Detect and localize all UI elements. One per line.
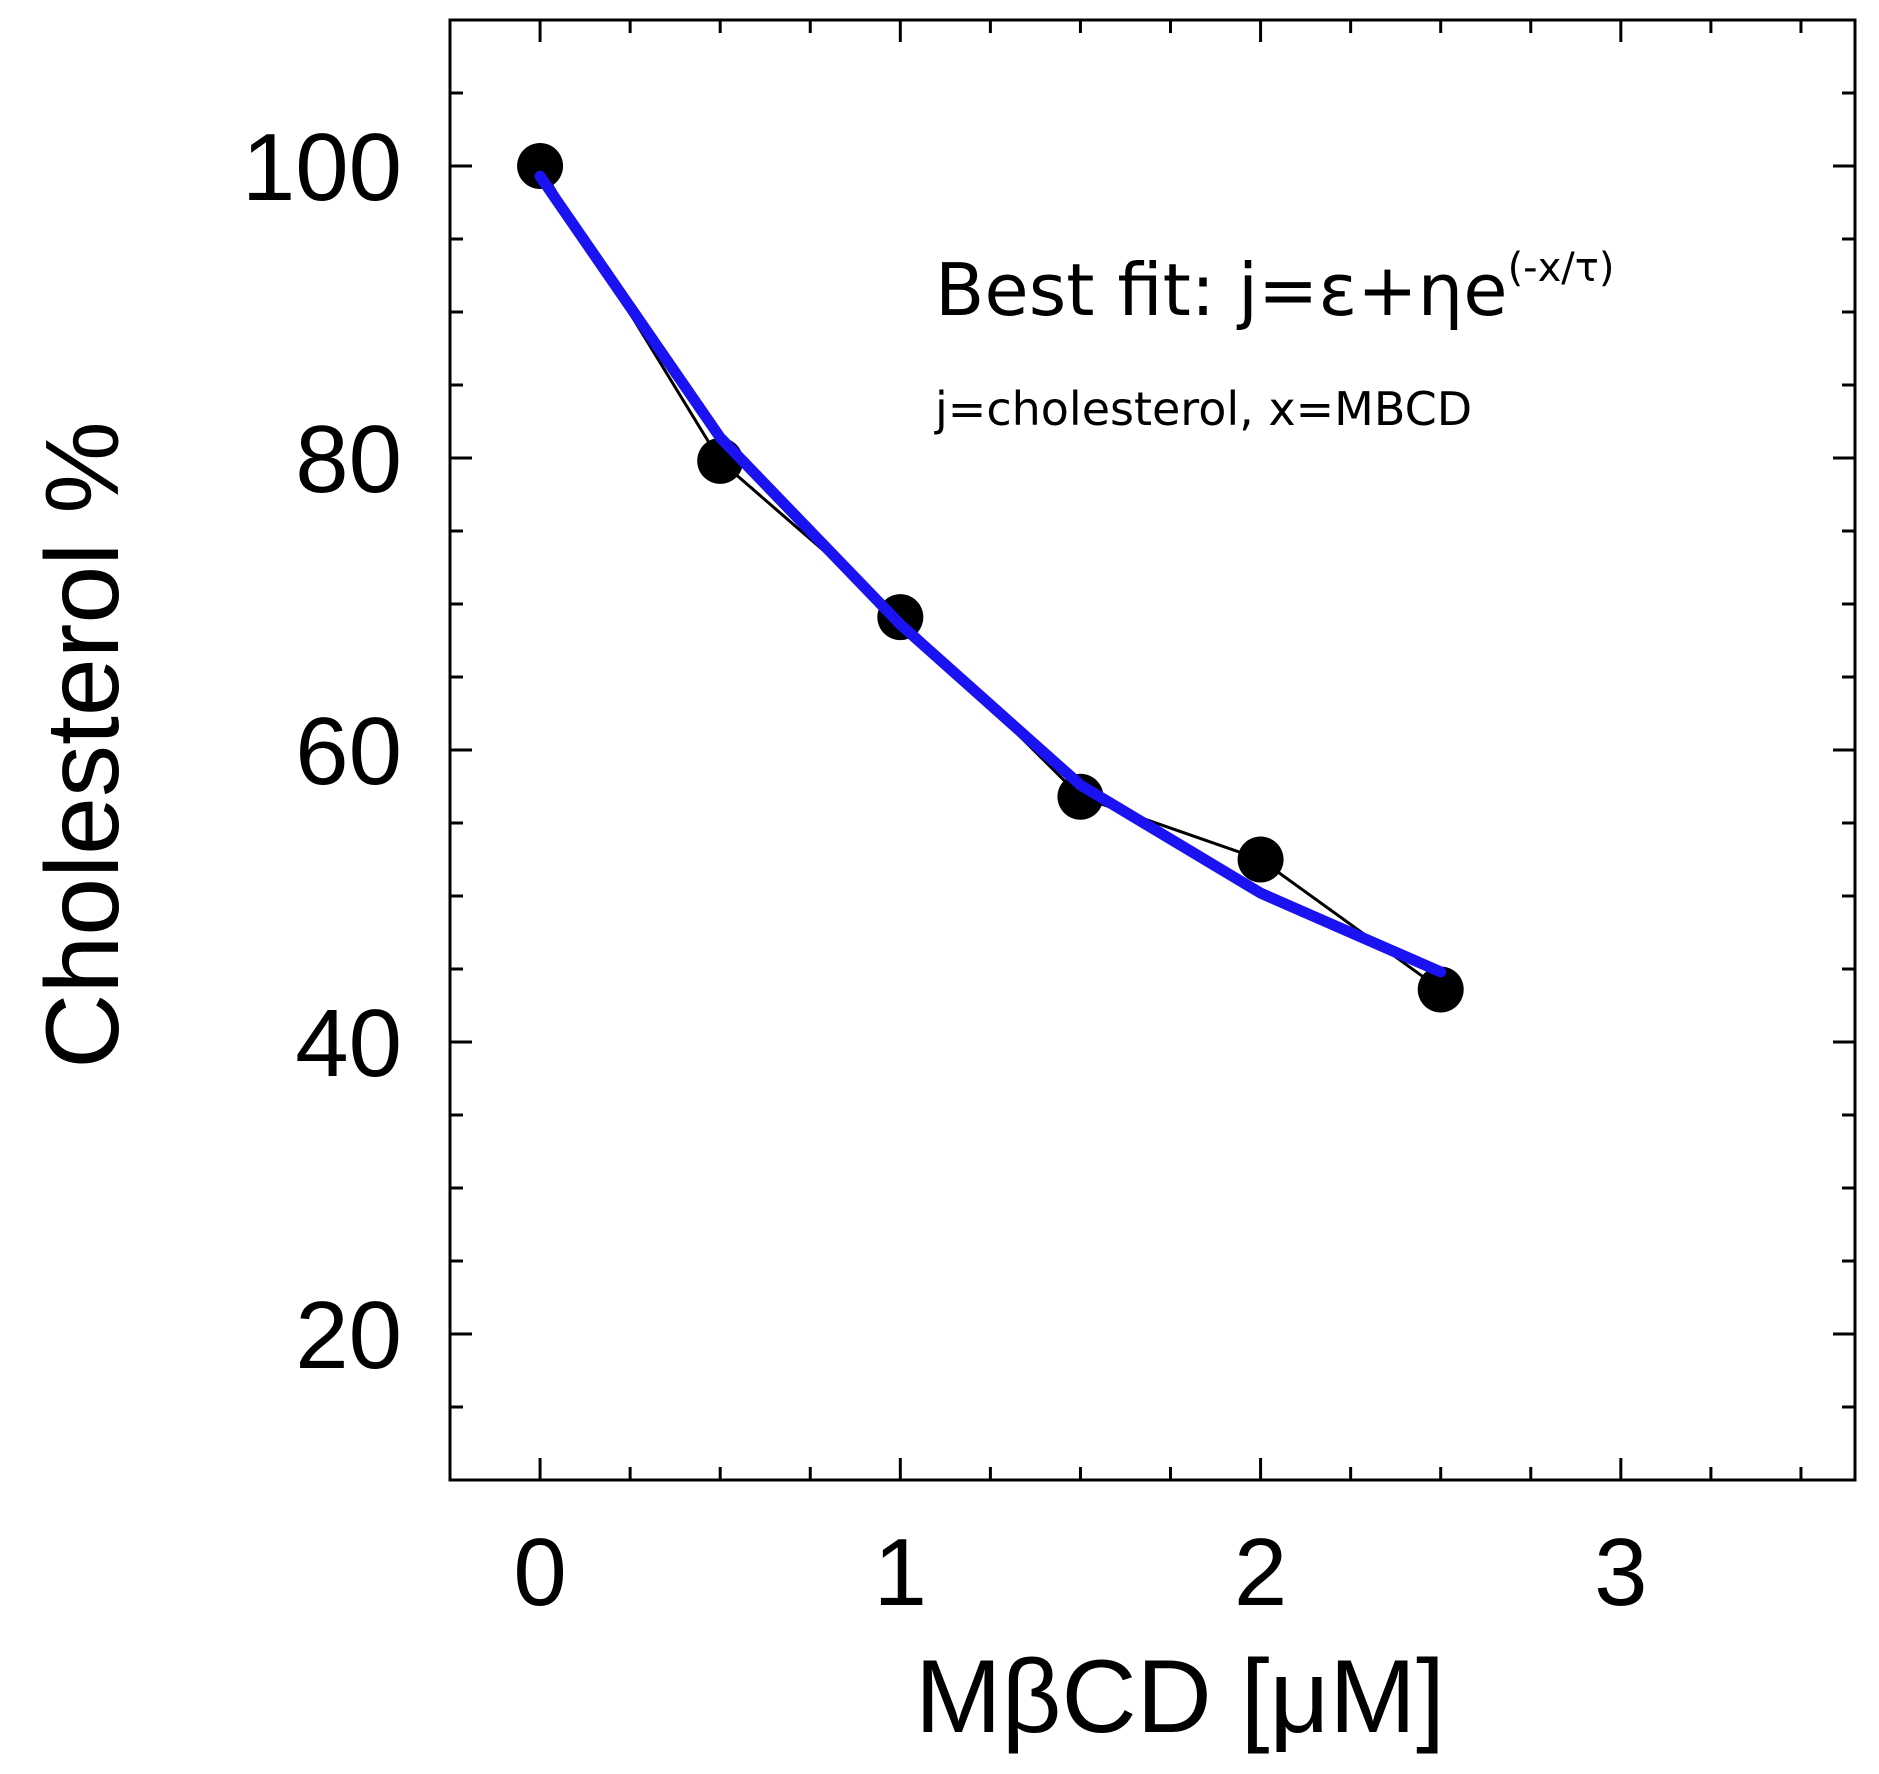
data-point xyxy=(517,143,564,189)
data-point xyxy=(1417,966,1464,1013)
y-tick-label: 100 xyxy=(242,114,402,221)
x-axis-title: MβCD [μM] xyxy=(915,1639,1445,1755)
data-point xyxy=(1237,836,1284,883)
y-tick-label: 80 xyxy=(295,406,402,513)
x-tick-label: 3 xyxy=(1594,1519,1647,1626)
axis-ticks xyxy=(450,20,1855,1480)
variable-legend: j=cholesterol, x=MBCD xyxy=(934,382,1472,436)
data-point xyxy=(1057,773,1104,820)
plot-frame xyxy=(448,18,1857,1482)
x-tick-label: 2 xyxy=(1234,1519,1287,1626)
fit-equation-text: Best fit: j=ε+ηe xyxy=(935,248,1508,332)
x-tick-label: 1 xyxy=(874,1519,927,1626)
y-tick-label: 60 xyxy=(295,698,402,805)
y-axis-title: Cholesterol % xyxy=(25,421,141,1068)
fit-equation-exponent: (-x/τ) xyxy=(1508,245,1615,291)
y-tick-label: 20 xyxy=(295,1282,402,1389)
x-tick-label: 0 xyxy=(513,1519,566,1626)
best-fit-curve xyxy=(534,170,1447,978)
axis-tick-labels: 0 1 2 3 20 40 60 80 100 xyxy=(242,114,1648,1626)
y-tick-label: 40 xyxy=(295,990,402,1097)
fit-equation: Best fit: j=ε+ηe(-x/τ) xyxy=(935,245,1614,332)
